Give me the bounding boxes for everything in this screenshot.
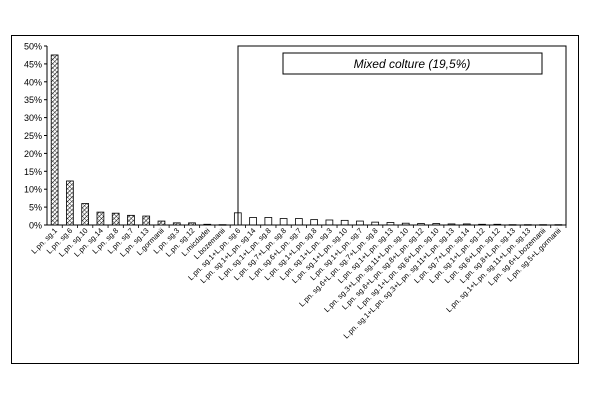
bar xyxy=(295,218,303,226)
mixed-culture-region xyxy=(237,45,567,226)
category-labels: L.pn. sg.1L.pn. sg.6L.pn. sg.10L.pn. sg.… xyxy=(29,226,563,341)
y-tick-label: 15% xyxy=(24,167,42,177)
bar-hatch xyxy=(219,224,226,226)
bar xyxy=(264,217,273,226)
bar-hatch xyxy=(96,212,104,225)
y-tick-label: 10% xyxy=(24,185,42,195)
bar-hatch xyxy=(127,215,135,225)
bar-hatch xyxy=(173,222,181,225)
y-tick-label: 0% xyxy=(29,221,42,231)
bar xyxy=(249,217,257,226)
bar-hatch xyxy=(203,224,211,225)
bar xyxy=(325,219,334,226)
annotation-text: Mixed colture (19,5%) xyxy=(354,57,471,71)
bar-hatch xyxy=(158,221,165,225)
y-tick-label: 20% xyxy=(24,149,42,159)
y-tick-label: 40% xyxy=(24,77,42,87)
bar xyxy=(340,219,349,226)
y-tick-label: 25% xyxy=(24,131,42,141)
bar-hatch xyxy=(66,180,74,225)
bar-hatch xyxy=(112,213,120,225)
y-tick-label: 35% xyxy=(24,95,42,105)
y-tick-label: 30% xyxy=(24,113,42,123)
bars xyxy=(50,54,563,226)
annotation-box xyxy=(282,52,543,75)
chart-frame: 0% 5% 10% 15% 20% 25% 30% 35% 40% 45% 50% L.pn. sg… xyxy=(11,35,579,364)
y-tick-label: 50% xyxy=(24,42,42,52)
y-tick-label: 5% xyxy=(29,203,42,213)
y-tick-label: 45% xyxy=(24,59,42,69)
bar xyxy=(310,219,318,226)
bar-hatch xyxy=(142,216,150,225)
bar-hatch xyxy=(188,222,196,225)
bar-hatch xyxy=(51,54,59,226)
bar xyxy=(279,218,288,226)
bar-chart: 0% 5% 10% 15% 20% 25% 30% 35% 40% 45% 50% L.pn. sg… xyxy=(24,42,567,341)
bar-hatch xyxy=(81,203,89,225)
bar xyxy=(356,220,364,226)
